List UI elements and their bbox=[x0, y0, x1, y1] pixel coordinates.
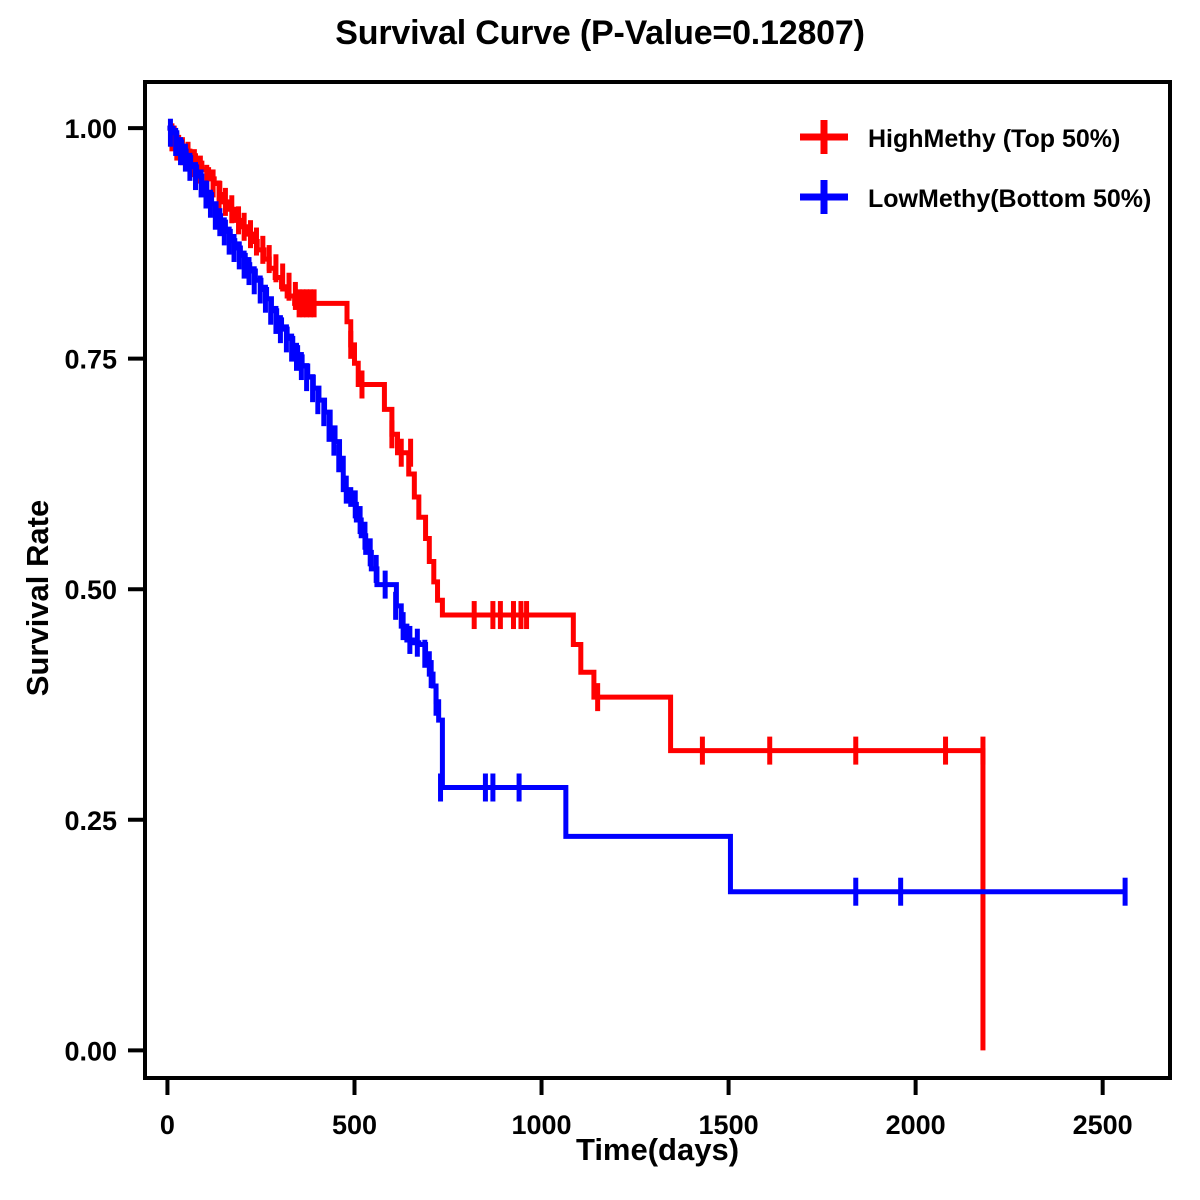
y-tick-label: 0.25 bbox=[64, 806, 117, 836]
plot-frame bbox=[143, 80, 1172, 1080]
y-tick-label: 0.00 bbox=[64, 1036, 117, 1066]
y-tick-label: 0.50 bbox=[64, 575, 117, 605]
series-layer bbox=[167, 118, 1128, 1051]
x-tick-label: 1000 bbox=[511, 1110, 571, 1140]
survival-step-line bbox=[167, 125, 986, 1051]
page-title: Survival Curve (P-Value=0.12807) bbox=[335, 14, 865, 52]
x-axis-label: Time(days) bbox=[575, 1132, 740, 1167]
x-tick-label: 1500 bbox=[699, 1110, 759, 1140]
y-axis-ticks: 0.00 0.25 0.50 0.75 1.00 bbox=[64, 114, 145, 1066]
x-tick-label: 500 bbox=[332, 1110, 377, 1140]
legend-label: HighMethy (Top 50%) bbox=[868, 125, 1120, 153]
y-tick-label: 0.75 bbox=[64, 345, 117, 375]
legend-label: LowMethy(Bottom 50%) bbox=[868, 185, 1151, 213]
x-tick-label: 2500 bbox=[1073, 1110, 1133, 1140]
y-tick-label: 1.00 bbox=[64, 114, 117, 144]
x-axis-ticks: 0 500 1000 1500 2000 2500 bbox=[160, 1078, 1133, 1140]
x-tick-label: 2000 bbox=[886, 1110, 946, 1140]
x-tick-label: 0 bbox=[160, 1110, 175, 1140]
chart-legend: HighMethy (Top 50%) LowMethy(Bottom 50%) bbox=[800, 120, 1151, 214]
series-low-methy bbox=[167, 118, 1128, 906]
series-high-methy bbox=[167, 123, 986, 1051]
